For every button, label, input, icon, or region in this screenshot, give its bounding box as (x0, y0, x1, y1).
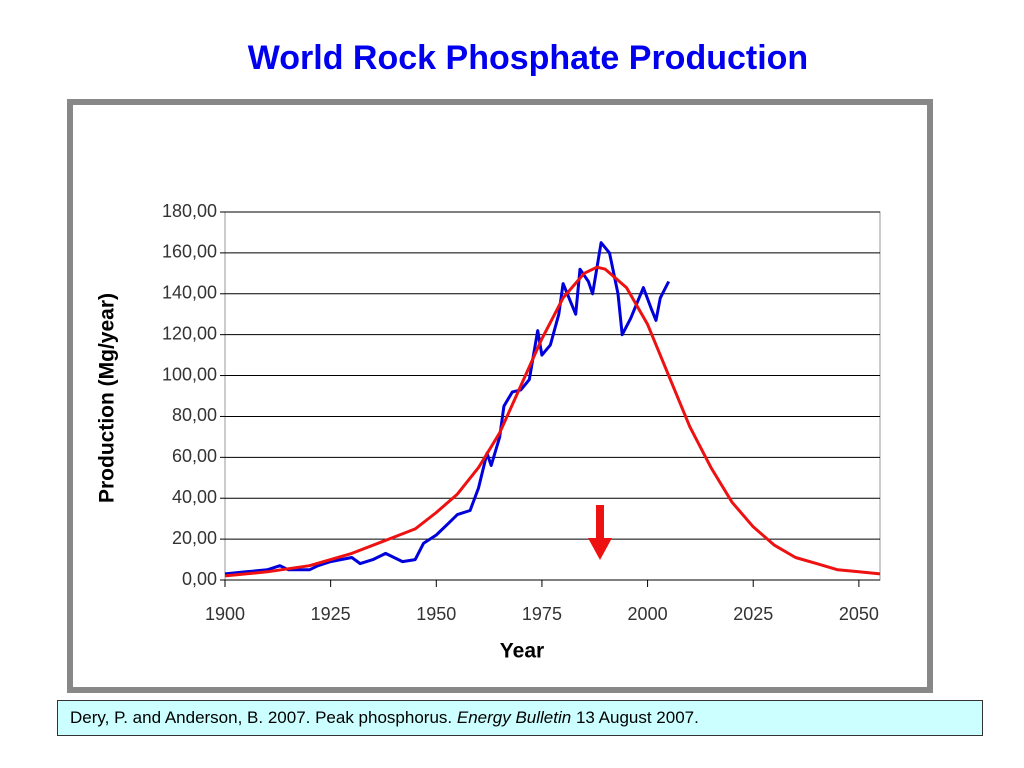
citation-journal: Energy Bulletin (456, 708, 572, 727)
y-axis-label: Production (Mg/year) (96, 293, 119, 503)
x-tick-label: 1900 (205, 604, 245, 624)
y-tick-label: 160,00 (162, 242, 217, 262)
y-tick-label: 40,00 (172, 487, 217, 507)
plot: 0,00 20,00 40,00 60,00 80,00 100,00 120,00 140,… (162, 201, 881, 624)
x-tick-label: 2025 (733, 604, 773, 624)
x-tick-label: 1925 (311, 604, 351, 624)
citation: Dery, P. and Anderson, B. 2007. Peak pho… (57, 700, 983, 736)
x-tick-label: 2000 (628, 604, 668, 624)
chart-title: World Rock Phosphate Production (248, 39, 808, 77)
y-tick-label: 0,00 (182, 569, 217, 589)
y-tick-label: 20,00 (172, 528, 217, 548)
peak-arrow (588, 505, 612, 560)
y-tick-label: 120,00 (162, 323, 217, 343)
citation-date: 13 August 2007. (575, 708, 699, 727)
data-line (224, 265, 881, 578)
chart: World Rock Phosphate Production Producti… (67, 39, 933, 693)
x-tick-label: 2050 (839, 604, 879, 624)
y-tick-label: 100,00 (162, 364, 217, 384)
chart-frame (67, 99, 933, 693)
x-tick-label: 1950 (416, 604, 456, 624)
y-tick-label: 180,00 (162, 201, 217, 221)
y-tick-label: 140,00 (162, 283, 217, 303)
y-tick-label: 60,00 (172, 446, 217, 466)
data-line (224, 241, 671, 576)
y-tick-label: 80,00 (172, 405, 217, 425)
x-axis-label: Year (500, 640, 544, 663)
x-tick-label: 1975 (522, 604, 562, 624)
citation-authors: Dery, P. and Anderson, B. 2007. Peak pho… (70, 708, 453, 727)
